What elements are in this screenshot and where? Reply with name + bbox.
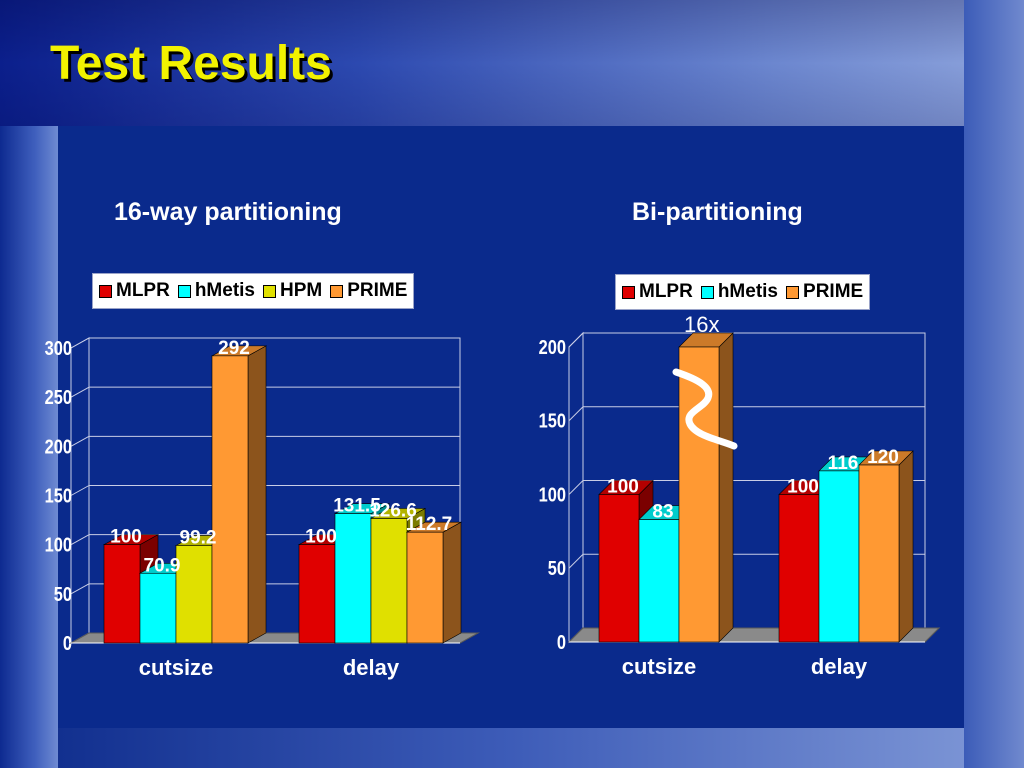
legend-label: HPM (280, 280, 323, 301)
legend-label: PRIME (347, 280, 408, 301)
legend-label: hMetis (717, 281, 779, 302)
gridline-side (70, 386, 90, 398)
bar-mlpr-delay (298, 544, 336, 644)
right-decor-strip (964, 0, 1024, 768)
legend-label: PRIME (803, 281, 864, 302)
y-tick-label: 100 (45, 533, 72, 556)
bar-mlpr-delay (778, 494, 820, 643)
y-tick-label: 150 (539, 409, 566, 432)
data-label: 131.5 (333, 496, 381, 517)
data-label: 292 (218, 338, 250, 359)
bar-mlpr-cutsize (103, 544, 141, 644)
chart-legend-16way: MLPR hMetis HPM PRIME (92, 273, 415, 309)
data-label: 83 (652, 502, 673, 523)
legend-swatch (177, 284, 191, 298)
data-label: 100 (110, 527, 142, 548)
title-banner-shade (0, 0, 1024, 126)
legend-swatch (330, 284, 344, 298)
legend-swatch (263, 284, 277, 298)
y-tick-label: 200 (45, 435, 72, 458)
y-tick-label: 300 (45, 336, 72, 359)
legend-swatch (622, 285, 635, 299)
legend-label: MLPR (116, 280, 170, 301)
gridline-side (568, 480, 584, 495)
gridline-side (568, 406, 584, 422)
x-category-label: delay (811, 654, 868, 679)
data-label: 99.2 (180, 527, 217, 548)
bar-hmetis-cutsize (638, 519, 680, 643)
gridline-side (568, 332, 584, 348)
legend-item-hpm: HPM (263, 280, 322, 302)
chart-title-bipartitioning: Bi-partitioning (632, 198, 803, 226)
legend-item-prime: PRIME (330, 280, 407, 302)
x-category-label: cutsize (622, 654, 697, 679)
gridline-side (70, 337, 90, 349)
bar-hpm-delay (370, 518, 408, 644)
legend-swatch (700, 285, 714, 299)
bar-mlpr-cutsize (598, 494, 640, 643)
gridline-side (70, 534, 90, 546)
bar-hpm-cutsize (175, 545, 213, 644)
legend-item-hmetis: hMetis (700, 281, 779, 303)
x-category-label: cutsize (139, 655, 214, 680)
bar-prime-cutsize (211, 355, 249, 644)
x-category-label: delay (343, 655, 400, 680)
data-label: 100 (305, 527, 337, 548)
gridline-side (70, 485, 90, 496)
data-label: 126.6 (369, 501, 417, 522)
left-decor-strip (0, 126, 58, 768)
title-banner (0, 0, 1024, 126)
legend-item-prime: PRIME (786, 281, 863, 303)
slide-title: Test Results (50, 37, 332, 90)
bottom-decor-strip (58, 728, 964, 768)
data-label: 116 (828, 453, 859, 474)
y-tick-label: 50 (548, 557, 566, 580)
legend-swatch (99, 284, 112, 298)
legend-label: MLPR (639, 281, 693, 302)
data-label: 100 (607, 477, 639, 498)
data-label: 70.9 (144, 555, 181, 576)
bar-prime-delay (406, 531, 444, 644)
gridline-side (568, 553, 584, 569)
bar-prime-cutsize (678, 346, 720, 643)
gridline-side (70, 583, 90, 595)
bar-hmetis-delay (818, 470, 860, 643)
data-label: 112.7 (406, 514, 453, 535)
y-tick-label: 200 (539, 335, 566, 358)
chart-legend-bipartitioning: MLPR hMetis PRIME (615, 274, 871, 310)
y-tick-label: 100 (539, 483, 566, 506)
ratio-annotation: 16x (684, 312, 720, 337)
legend-label: hMetis (194, 280, 256, 301)
chart-title-16way: 16-way partitioning (114, 198, 342, 226)
data-label: 120 (867, 447, 899, 468)
bar-prime-delay (858, 464, 900, 643)
legend-item-mlpr: MLPR (99, 280, 170, 302)
y-tick-label: 250 (45, 386, 72, 409)
bar-hmetis-cutsize (139, 572, 177, 644)
legend-swatch (786, 285, 800, 299)
y-tick-label: 50 (54, 582, 72, 605)
data-label: 100 (787, 477, 819, 498)
y-tick-label: 0 (557, 630, 566, 653)
gridline-side (70, 435, 90, 447)
y-tick-label: 0 (63, 631, 72, 654)
legend-item-hmetis: hMetis (177, 280, 256, 302)
legend-item-mlpr: MLPR (622, 281, 693, 303)
y-tick-label: 150 (45, 484, 72, 507)
bar-hmetis-delay (334, 513, 372, 644)
